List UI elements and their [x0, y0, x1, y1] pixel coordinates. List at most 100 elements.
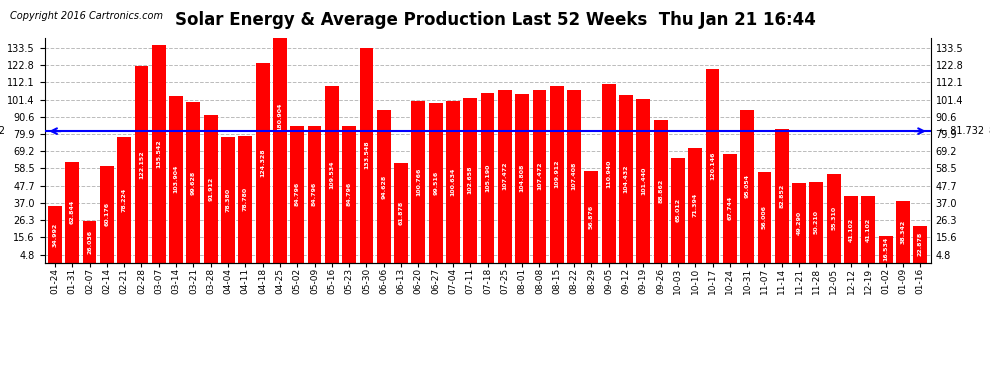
- Text: 62.844: 62.844: [69, 200, 74, 224]
- Text: 135.542: 135.542: [156, 139, 161, 168]
- Bar: [741, 110, 754, 262]
- Bar: [239, 136, 252, 262]
- Text: 102.658: 102.658: [467, 166, 473, 194]
- Bar: [343, 126, 356, 262]
- Text: 60.176: 60.176: [104, 202, 109, 226]
- Text: 84.796: 84.796: [295, 182, 300, 207]
- Bar: [290, 126, 304, 262]
- Text: 56.006: 56.006: [762, 206, 767, 230]
- Bar: [481, 93, 494, 262]
- Text: 41.102: 41.102: [848, 217, 853, 242]
- Text: 50.210: 50.210: [814, 210, 819, 234]
- Bar: [602, 84, 616, 262]
- Bar: [914, 226, 928, 262]
- Bar: [325, 87, 339, 262]
- Bar: [169, 96, 183, 262]
- Text: 84.796: 84.796: [346, 182, 351, 207]
- Text: 78.380: 78.380: [226, 188, 231, 211]
- Text: 107.472: 107.472: [537, 162, 542, 190]
- Text: 81.732: 81.732: [988, 126, 990, 136]
- Bar: [48, 206, 61, 262]
- Text: 78.224: 78.224: [122, 188, 127, 212]
- Text: 107.472: 107.472: [502, 162, 508, 190]
- Bar: [359, 48, 373, 262]
- Text: ← 81.732: ← 81.732: [940, 126, 985, 136]
- Bar: [151, 45, 165, 262]
- Text: 120.146: 120.146: [710, 152, 715, 180]
- Bar: [308, 126, 322, 262]
- Text: 41.102: 41.102: [866, 217, 871, 242]
- Bar: [82, 220, 96, 262]
- Bar: [757, 172, 771, 262]
- Bar: [810, 182, 824, 262]
- Bar: [515, 94, 529, 262]
- Bar: [584, 171, 598, 262]
- Text: 100.766: 100.766: [416, 167, 421, 196]
- Text: 16.534: 16.534: [883, 237, 888, 261]
- Text: 67.744: 67.744: [728, 196, 733, 220]
- Bar: [775, 129, 789, 262]
- Bar: [827, 174, 841, 262]
- Bar: [879, 236, 893, 262]
- Bar: [394, 163, 408, 262]
- Text: 71.394: 71.394: [693, 193, 698, 217]
- Text: 95.054: 95.054: [744, 174, 749, 198]
- Text: 56.876: 56.876: [589, 205, 594, 229]
- Text: 91.912: 91.912: [208, 177, 213, 201]
- Text: 104.808: 104.808: [520, 164, 525, 192]
- Bar: [446, 101, 460, 262]
- Text: 22.878: 22.878: [918, 232, 923, 256]
- Text: 109.912: 109.912: [554, 160, 559, 188]
- Bar: [255, 63, 269, 262]
- Bar: [221, 136, 235, 262]
- Text: ↑81.732: ↑81.732: [0, 126, 5, 136]
- Bar: [498, 90, 512, 262]
- Text: 65.012: 65.012: [675, 198, 680, 222]
- Bar: [463, 98, 477, 262]
- Text: 109.534: 109.534: [330, 160, 335, 189]
- Text: 105.190: 105.190: [485, 164, 490, 192]
- Bar: [637, 99, 650, 262]
- Text: 122.152: 122.152: [139, 150, 144, 178]
- Text: 100.634: 100.634: [450, 168, 455, 196]
- Text: Solar Energy & Average Production Last 52 Weeks  Thu Jan 21 16:44: Solar Energy & Average Production Last 5…: [174, 11, 816, 29]
- Bar: [412, 100, 426, 262]
- Text: 133.548: 133.548: [364, 141, 369, 170]
- Bar: [792, 183, 806, 262]
- Bar: [429, 103, 443, 262]
- Bar: [619, 94, 633, 262]
- Bar: [861, 196, 875, 262]
- Text: 124.328: 124.328: [260, 148, 265, 177]
- Text: 78.780: 78.780: [243, 187, 248, 211]
- Text: 180.904: 180.904: [277, 103, 282, 131]
- Text: 55.310: 55.310: [832, 206, 837, 230]
- Bar: [204, 115, 218, 262]
- Bar: [533, 90, 546, 262]
- Text: 34.992: 34.992: [52, 222, 57, 246]
- Text: 88.862: 88.862: [658, 179, 663, 203]
- Bar: [844, 196, 858, 262]
- Text: 103.904: 103.904: [173, 165, 178, 193]
- Text: 94.628: 94.628: [381, 174, 386, 199]
- Text: 38.342: 38.342: [901, 220, 906, 244]
- Bar: [377, 110, 391, 262]
- Text: 26.036: 26.036: [87, 230, 92, 254]
- Bar: [653, 120, 667, 262]
- Text: 101.440: 101.440: [641, 167, 645, 195]
- Text: 107.408: 107.408: [571, 162, 576, 190]
- Text: 61.878: 61.878: [399, 201, 404, 225]
- Text: 82.852: 82.852: [779, 184, 784, 208]
- Text: 49.290: 49.290: [797, 211, 802, 235]
- Bar: [117, 137, 131, 262]
- Text: Copyright 2016 Cartronics.com: Copyright 2016 Cartronics.com: [10, 11, 163, 21]
- Bar: [186, 102, 200, 262]
- Text: 99.628: 99.628: [191, 170, 196, 195]
- Bar: [671, 158, 685, 262]
- Bar: [100, 166, 114, 262]
- Bar: [688, 148, 702, 262]
- Bar: [706, 69, 720, 262]
- Bar: [273, 0, 287, 262]
- Text: 104.432: 104.432: [624, 164, 629, 193]
- Bar: [723, 154, 737, 262]
- Text: 110.940: 110.940: [606, 159, 611, 188]
